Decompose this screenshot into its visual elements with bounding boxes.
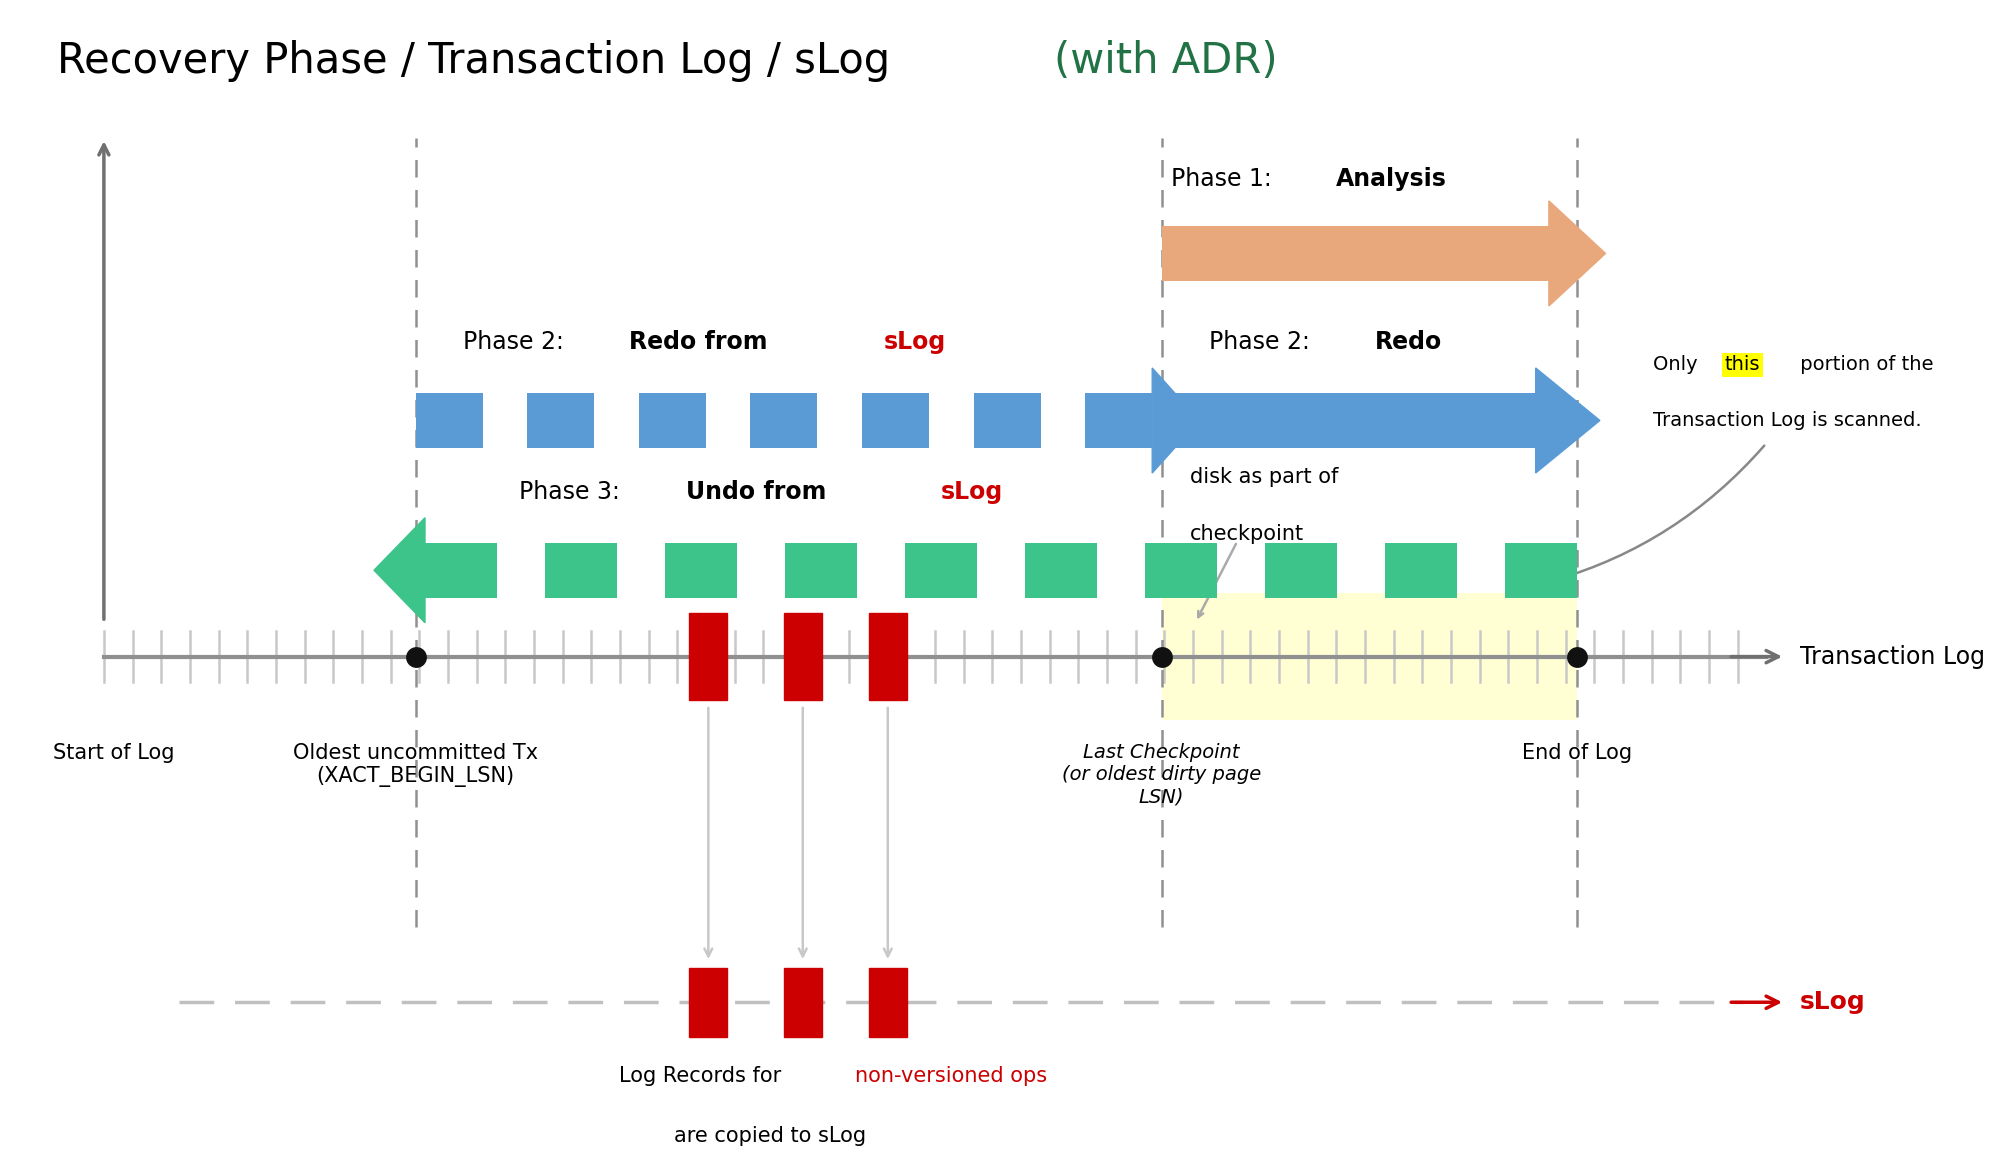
Text: checkpoint: checkpoint bbox=[1191, 524, 1305, 544]
Bar bbox=[638, 393, 706, 448]
Text: Redo: Redo bbox=[1375, 331, 1443, 354]
Bar bbox=[784, 968, 822, 1037]
Bar bbox=[1385, 543, 1457, 598]
Bar bbox=[416, 393, 482, 448]
Text: are copied to sLog: are copied to sLog bbox=[674, 1126, 866, 1145]
Text: is persisted to: is persisted to bbox=[1269, 403, 1423, 423]
Text: sLog: sLog bbox=[884, 331, 946, 354]
Text: Analysis: Analysis bbox=[1335, 167, 1447, 190]
Text: Last Checkpoint
(or oldest dirty page
LSN): Last Checkpoint (or oldest dirty page LS… bbox=[1063, 743, 1261, 806]
Bar bbox=[690, 613, 726, 700]
Bar bbox=[1163, 393, 1535, 448]
Bar bbox=[862, 393, 928, 448]
Bar bbox=[690, 968, 726, 1037]
Bar bbox=[1163, 593, 1577, 720]
Text: Transaction Log is scanned.: Transaction Log is scanned. bbox=[1653, 411, 1921, 430]
Text: non-versioned ops: non-versioned ops bbox=[854, 1066, 1047, 1085]
Text: Phase 3:: Phase 3: bbox=[520, 480, 628, 503]
Bar bbox=[974, 393, 1041, 448]
Text: Phase 2:: Phase 2: bbox=[462, 331, 570, 354]
Bar bbox=[904, 543, 976, 598]
Bar bbox=[1505, 543, 1577, 598]
Text: Transaction Log: Transaction Log bbox=[1801, 645, 1985, 668]
Text: Redo from: Redo from bbox=[628, 331, 776, 354]
Text: End of Log: End of Log bbox=[1523, 743, 1633, 763]
Polygon shape bbox=[374, 517, 424, 623]
Text: sLog: sLog bbox=[940, 480, 1003, 503]
Bar bbox=[784, 543, 856, 598]
Text: portion of the: portion of the bbox=[1795, 356, 1933, 374]
Bar bbox=[664, 543, 736, 598]
Bar bbox=[868, 968, 906, 1037]
Text: sLog: sLog bbox=[1801, 991, 1865, 1014]
Bar bbox=[1085, 393, 1153, 448]
Text: (with ADR): (with ADR) bbox=[1055, 40, 1277, 82]
Bar bbox=[424, 543, 496, 598]
Text: sLog: sLog bbox=[1191, 403, 1245, 423]
Text: Phase 2:: Phase 2: bbox=[1209, 331, 1317, 354]
Text: Undo from: Undo from bbox=[686, 480, 834, 503]
Bar bbox=[750, 393, 816, 448]
Polygon shape bbox=[1535, 367, 1601, 473]
Text: Phase 1:: Phase 1: bbox=[1171, 167, 1279, 190]
Text: this: this bbox=[1725, 356, 1761, 374]
Polygon shape bbox=[1549, 200, 1605, 306]
Text: Only: Only bbox=[1653, 356, 1703, 374]
Bar bbox=[526, 393, 594, 448]
Bar bbox=[544, 543, 616, 598]
Bar bbox=[784, 613, 822, 700]
Bar bbox=[1163, 226, 1549, 281]
Text: Log Records for: Log Records for bbox=[618, 1066, 788, 1085]
Polygon shape bbox=[1153, 367, 1199, 473]
Bar bbox=[1265, 543, 1337, 598]
Text: disk as part of: disk as part of bbox=[1191, 467, 1339, 486]
Text: Oldest uncommitted Tx
(XACT_BEGIN_LSN): Oldest uncommitted Tx (XACT_BEGIN_LSN) bbox=[292, 743, 538, 787]
Bar bbox=[1145, 543, 1217, 598]
Bar bbox=[868, 613, 906, 700]
Text: Recovery Phase / Transaction Log / sLog: Recovery Phase / Transaction Log / sLog bbox=[56, 40, 902, 82]
Text: Start of Log: Start of Log bbox=[52, 743, 174, 763]
Bar bbox=[1025, 543, 1097, 598]
